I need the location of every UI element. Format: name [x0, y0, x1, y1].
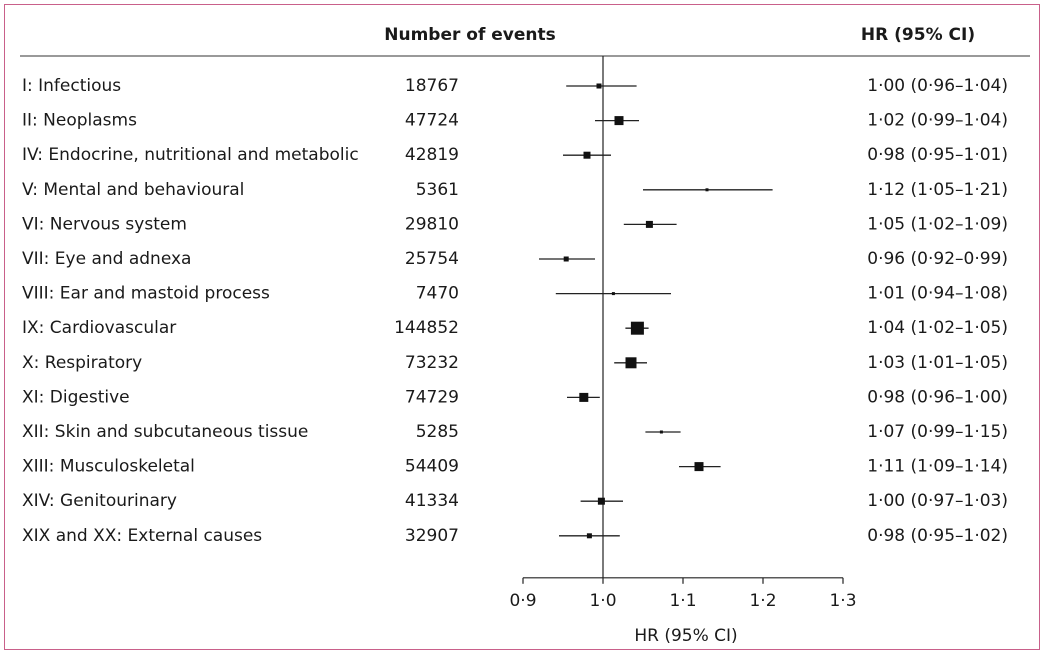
point-estimate: [597, 497, 605, 505]
row-events: 18767: [405, 76, 459, 96]
row-label: IV: Endocrine, nutritional and metabolic: [22, 145, 359, 165]
point-estimate: [630, 321, 644, 335]
forest-row: VII: Eye and adnexa 25754 0·96 (0·92–0·99): [22, 249, 1008, 269]
forest-row: II: Neoplasms 47724 1·02 (0·99–1·04): [22, 111, 1008, 131]
row-events: 32907: [405, 526, 459, 546]
row-events: 54409: [405, 457, 459, 477]
forest-row: VI: Nervous system 29810 1·05 (1·02–1·09): [22, 214, 1008, 234]
row-events: 25754: [405, 249, 459, 269]
row-label: XIX and XX: External causes: [22, 526, 262, 546]
point-estimate: [596, 83, 602, 89]
row-label: XII: Skin and subcutaneous tissue: [22, 422, 308, 442]
row-label: XIII: Musculoskeletal: [22, 457, 195, 477]
forest-row: VIII: Ear and mastoid process 7470 1·01 (0…: [22, 284, 1008, 304]
row-label: II: Neoplasms: [22, 111, 137, 131]
row-hr-ci: 1·00 (0·96–1·04): [867, 76, 1008, 96]
row-hr-ci: 1·03 (1·01–1·05): [867, 353, 1008, 373]
forest-row: XIX and XX: External causes 32907 0·98 (0·…: [22, 526, 1008, 546]
row-events: 5285: [416, 422, 459, 442]
forest-row: IX: Cardiovascular 144852 1·04 (1·02–1·05): [22, 318, 1008, 338]
point-estimate: [614, 116, 624, 126]
row-hr-ci: 1·00 (0·97–1·03): [867, 491, 1008, 511]
forest-row: XI: Digestive 74729 0·98 (0·96–1·00): [22, 387, 1008, 407]
hr-column-header: HR (95% CI): [861, 25, 975, 45]
row-hr-ci: 1·12 (1·05–1·21): [867, 180, 1008, 200]
row-events: 47724: [405, 111, 459, 131]
point-estimate: [659, 430, 663, 434]
row-events: 7470: [416, 284, 459, 304]
row-hr-ci: 1·04 (1·02–1·05): [867, 318, 1008, 338]
forest-row: I: Infectious 18767 1·00 (0·96–1·04): [22, 76, 1008, 96]
x-axis-title: HR (95% CI): [634, 626, 737, 646]
x-tick-label: 1·1: [669, 591, 696, 611]
row-hr-ci: 1·05 (1·02–1·09): [867, 214, 1008, 234]
row-label: VII: Eye and adnexa: [22, 249, 191, 269]
figure-frame: [4, 4, 1040, 650]
forest-row: XIV: Genitourinary 41334 1·00 (0·97–1·03): [22, 491, 1008, 511]
point-estimate: [583, 151, 591, 159]
row-label: IX: Cardiovascular: [22, 318, 176, 338]
forest-row: IV: Endocrine, nutritional and metabolic…: [22, 145, 1008, 165]
row-events: 29810: [405, 214, 459, 234]
events-column-header: Number of events: [384, 25, 556, 45]
row-events: 42819: [405, 145, 459, 165]
row-label: XIV: Genitourinary: [22, 491, 177, 511]
row-label: VI: Nervous system: [22, 214, 187, 234]
row-events: 41334: [405, 491, 459, 511]
point-estimate: [579, 392, 589, 402]
x-tick-label: 1·0: [589, 591, 616, 611]
row-events: 144852: [394, 318, 459, 338]
forest-row: XII: Skin and subcutaneous tissue 5285 1·0…: [22, 422, 1008, 442]
forest-row: V: Mental and behavioural 5361 1·12 (1·05–…: [22, 180, 1008, 200]
row-events: 73232: [405, 353, 459, 373]
point-estimate: [586, 533, 592, 539]
row-hr-ci: 0·98 (0·95–1·02): [867, 526, 1008, 546]
row-label: V: Mental and behavioural: [22, 180, 244, 200]
x-tick-label: 1·3: [829, 591, 856, 611]
point-estimate: [625, 357, 637, 369]
row-label: I: Infectious: [22, 76, 121, 96]
x-tick-label: 0·9: [509, 591, 536, 611]
row-hr-ci: 1·01 (0·94–1·08): [867, 284, 1008, 304]
point-estimate: [645, 220, 653, 228]
point-estimate: [611, 292, 615, 296]
point-estimate: [563, 256, 569, 262]
row-hr-ci: 0·98 (0·95–1·01): [867, 145, 1008, 165]
forest-row: X: Respiratory 73232 1·03 (1·01–1·05): [22, 353, 1008, 373]
row-hr-ci: 1·02 (0·99–1·04): [867, 111, 1008, 131]
row-hr-ci: 1·07 (0·99–1·15): [867, 422, 1008, 442]
point-estimate: [694, 462, 704, 472]
row-events: 5361: [416, 180, 459, 200]
row-label: X: Respiratory: [22, 353, 142, 373]
row-events: 74729: [405, 387, 459, 407]
row-hr-ci: 0·96 (0·92–0·99): [867, 249, 1008, 269]
row-label: VIII: Ear and mastoid process: [22, 284, 270, 304]
row-hr-ci: 0·98 (0·96–1·00): [867, 387, 1008, 407]
forest-row: XIII: Musculoskeletal 54409 1·11 (1·09–1·1…: [22, 457, 1008, 477]
row-hr-ci: 1·11 (1·09–1·14): [867, 457, 1008, 477]
row-label: XI: Digestive: [22, 387, 130, 407]
point-estimate: [705, 188, 709, 192]
x-tick-label: 1·2: [749, 591, 776, 611]
